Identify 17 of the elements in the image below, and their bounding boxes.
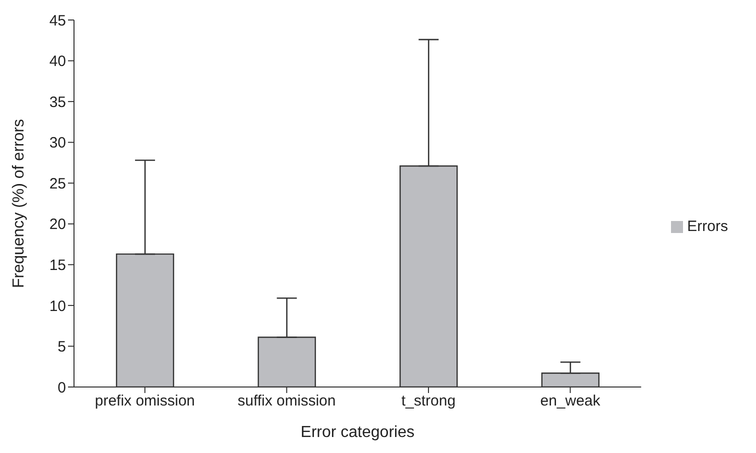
y-tick-label: 40: [49, 53, 66, 70]
legend-label: Errors: [687, 218, 728, 235]
x-tick-label: suffix omission: [238, 392, 336, 410]
y-tick-label: 35: [49, 94, 66, 111]
y-axis-title: Frequency (%) of errors: [10, 119, 28, 288]
y-tick-label: 10: [49, 298, 66, 315]
y-tick-label: 5: [58, 338, 66, 356]
y-tick-label: 45: [49, 12, 66, 30]
x-tick-label: prefix omission: [94, 392, 195, 410]
y-tick-label: 30: [49, 134, 66, 152]
y-tick-label: 20: [49, 216, 66, 234]
y-tick-label: 15: [49, 256, 66, 274]
y-tick-label: 0: [58, 379, 66, 396]
x-axis-title: Error categories: [300, 424, 414, 441]
x-tick-label: en_weak: [540, 392, 601, 410]
x-tick-label: t_strong: [401, 392, 456, 410]
y-tick-label: 25: [49, 175, 66, 192]
